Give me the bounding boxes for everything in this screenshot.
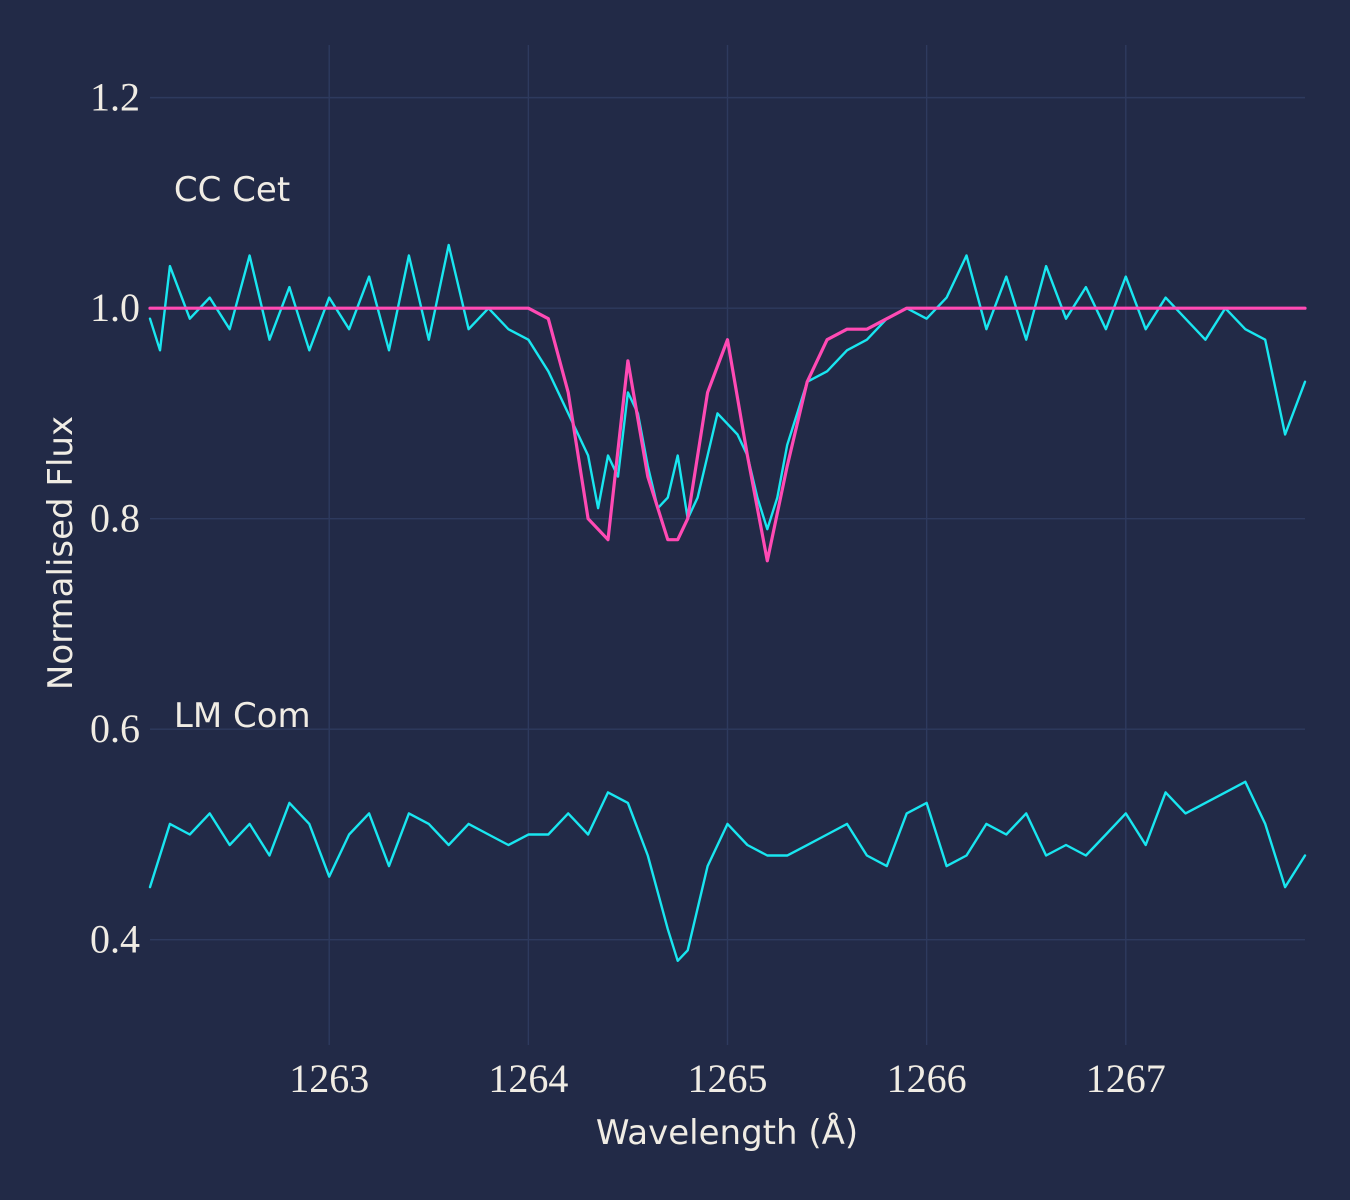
y-tick-label: 0.6 [90, 706, 140, 751]
series-line-0 [148, 243, 1307, 531]
series-layer [148, 243, 1307, 962]
series-annotation: LM Com [174, 696, 311, 736]
x-tick-label: 1267 [1086, 1056, 1166, 1101]
x-tick-label: 1264 [488, 1056, 568, 1101]
y-axis-title: Normalised Flux [41, 416, 81, 690]
series-line-2 [148, 780, 1307, 962]
y-tick-label: 0.8 [90, 496, 140, 541]
series-annotation: CC Cet [174, 170, 290, 210]
series-annotations: CC Cet LM Com [174, 170, 311, 736]
x-tick-label: 1263 [289, 1056, 369, 1101]
y-tick-label: 1.2 [90, 75, 140, 120]
y-tick-label: 1.0 [90, 285, 140, 330]
x-tick-label: 1266 [887, 1056, 967, 1101]
tick-labels: 1263 1264 1265 1266 1267 0.4 0.6 0.8 1.0 1.2 [90, 75, 1166, 1101]
y-tick-label: 0.4 [90, 917, 140, 962]
series-line-1 [148, 306, 1307, 563]
x-axis-title: Wavelength (Å) [596, 1112, 858, 1153]
x-tick-label: 1265 [688, 1056, 768, 1101]
